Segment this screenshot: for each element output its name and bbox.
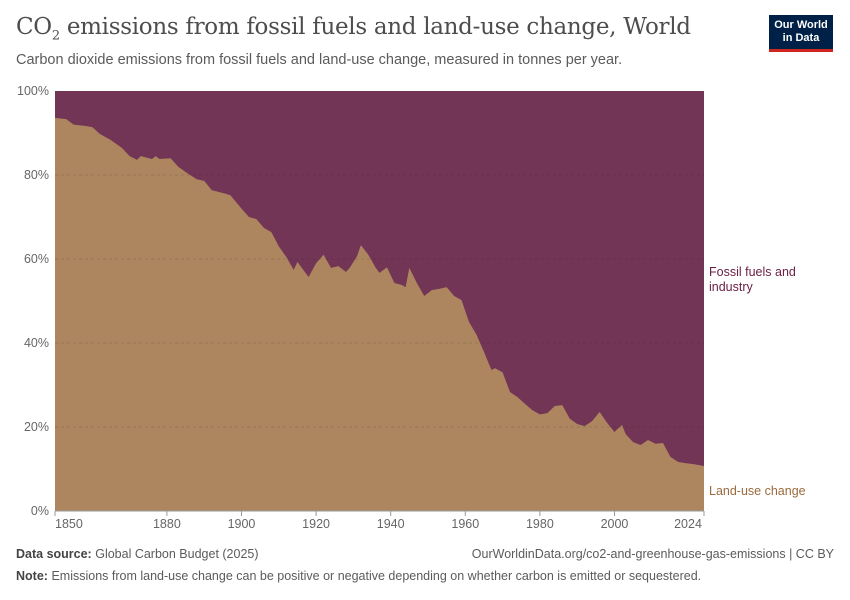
x-tick-label: 2000 (601, 517, 629, 531)
x-tick-label: 1940 (377, 517, 405, 531)
owid-logo[interactable]: Our World in Data (769, 15, 833, 52)
legend-fossil: Fossil fuels and industry (709, 265, 796, 294)
y-tick-label: 20% (24, 420, 49, 434)
note: Note: Emissions from land-use change can… (16, 569, 702, 583)
data-source: Data source: Global Carbon Budget (2025) (16, 547, 259, 561)
y-tick-label: 80% (24, 168, 49, 182)
x-tick-label: 1980 (526, 517, 554, 531)
chart-title: CO2 emissions from fossil fuels and land… (16, 14, 691, 44)
x-tick-label: 1960 (451, 517, 479, 531)
y-tick-label: 60% (24, 252, 49, 266)
land-use-area[interactable] (55, 117, 704, 511)
x-tick-label: 1850 (55, 517, 83, 531)
x-tick-label: 1920 (302, 517, 330, 531)
legend-land: Land-use change (709, 484, 806, 498)
x-tick-label: 2024 (674, 517, 702, 531)
y-tick-label: 0% (31, 504, 49, 518)
x-tick-label: 1880 (153, 517, 181, 531)
x-tick-label: 1900 (228, 517, 256, 531)
y-tick-label: 100% (17, 84, 49, 98)
chart-subtitle: Carbon dioxide emissions from fossil fue… (16, 52, 623, 68)
source-url[interactable]: OurWorldinData.org/co2-and-greenhouse-ga… (471, 547, 834, 561)
y-tick-label: 40% (24, 336, 49, 350)
